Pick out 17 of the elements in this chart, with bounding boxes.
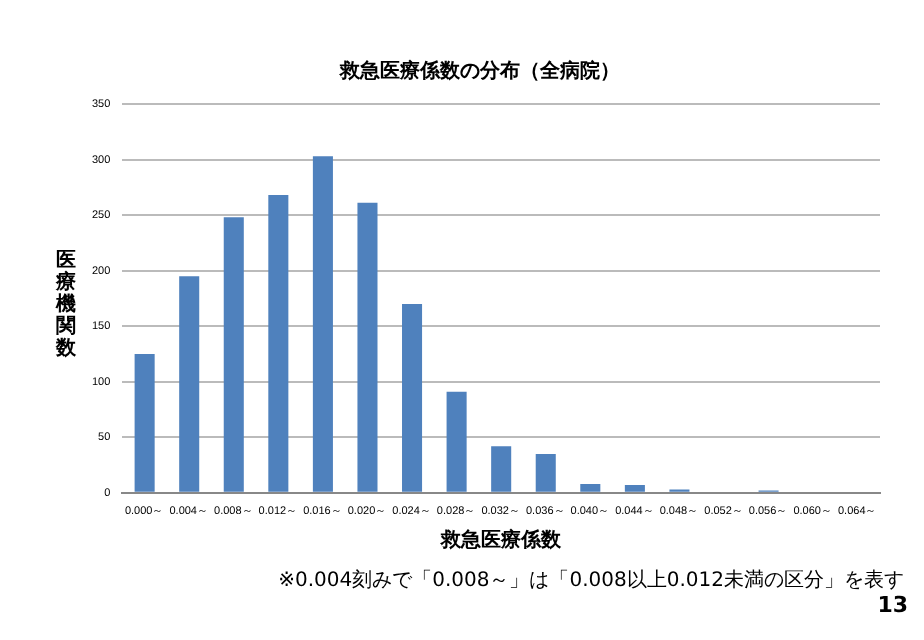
bar <box>624 485 645 492</box>
bar <box>223 217 244 492</box>
bar <box>312 156 333 492</box>
bar <box>580 483 601 492</box>
bar <box>179 276 200 492</box>
x-axis-title: 救急医療係数 <box>439 527 564 552</box>
bar <box>535 453 556 492</box>
bar <box>134 353 155 492</box>
bar <box>357 202 378 492</box>
y-axis-title: 医療機関数 <box>56 250 78 360</box>
chart-title: 救急医療係数の分布（全病院） <box>338 59 620 84</box>
bar <box>446 391 467 492</box>
bar <box>402 303 423 492</box>
text: ※0.004刻みで「0.008～」は「0.008以上0.012未満の区分」を表す <box>278 567 904 594</box>
bar <box>491 446 512 492</box>
bar <box>268 195 289 492</box>
text: 13 <box>877 592 908 618</box>
